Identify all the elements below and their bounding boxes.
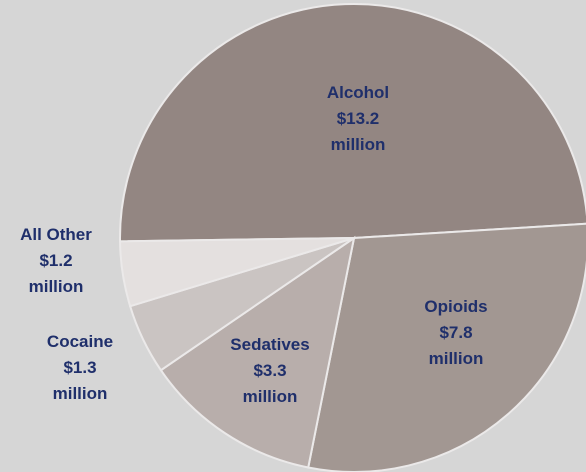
data-label-sedatives-line-2: $3.3: [253, 361, 286, 380]
data-label-alcohol: Alcohol $13.2 million: [327, 83, 389, 154]
data-label-cocaine-line-2: $1.3: [63, 358, 96, 377]
data-label-cocaine: Cocaine $1.3 million: [47, 332, 113, 403]
data-label-opioids: Opioids $7.8 million: [424, 297, 487, 368]
data-label-alcohol-line-2: $13.2: [337, 109, 380, 128]
data-label-all-other-line-3: million: [29, 277, 84, 296]
data-label-alcohol-line-3: million: [331, 135, 386, 154]
data-label-sedatives-line-1: Sedatives: [230, 335, 309, 354]
data-label-sedatives: Sedatives $3.3 million: [230, 335, 309, 406]
data-label-opioids-line-2: $7.8: [439, 323, 472, 342]
pie-slice-alcohol: [119, 3, 586, 243]
data-label-all-other-line-2: $1.2: [39, 251, 72, 270]
pie-slice-sedatives: [159, 235, 356, 469]
data-label-opioids-line-1: Opioids: [424, 297, 487, 316]
data-label-sedatives-line-3: million: [243, 387, 298, 406]
data-label-all-other: All Other $1.2 million: [20, 225, 92, 296]
data-label-all-other-line-1: All Other: [20, 225, 92, 244]
pie-slice-all-other: [119, 237, 355, 308]
data-label-opioids-line-3: million: [429, 349, 484, 368]
data-label-alcohol-line-1: Alcohol: [327, 83, 389, 102]
data-label-cocaine-line-1: Cocaine: [47, 332, 113, 351]
data-label-cocaine-line-3: million: [53, 384, 108, 403]
